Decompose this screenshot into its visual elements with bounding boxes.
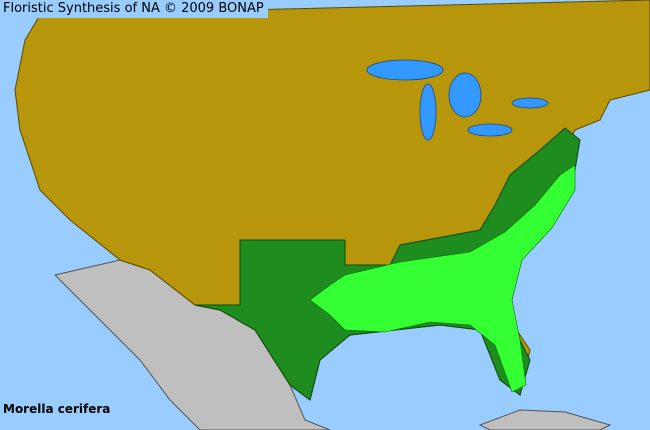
great-lakes [366, 59, 549, 141]
region-present-county [309, 164, 576, 393]
cuba [478, 409, 612, 430]
map-title: Floristic Synthesis of NA © 2009 BONAP [0, 0, 268, 18]
species-name: Morella cerifera [3, 402, 111, 416]
